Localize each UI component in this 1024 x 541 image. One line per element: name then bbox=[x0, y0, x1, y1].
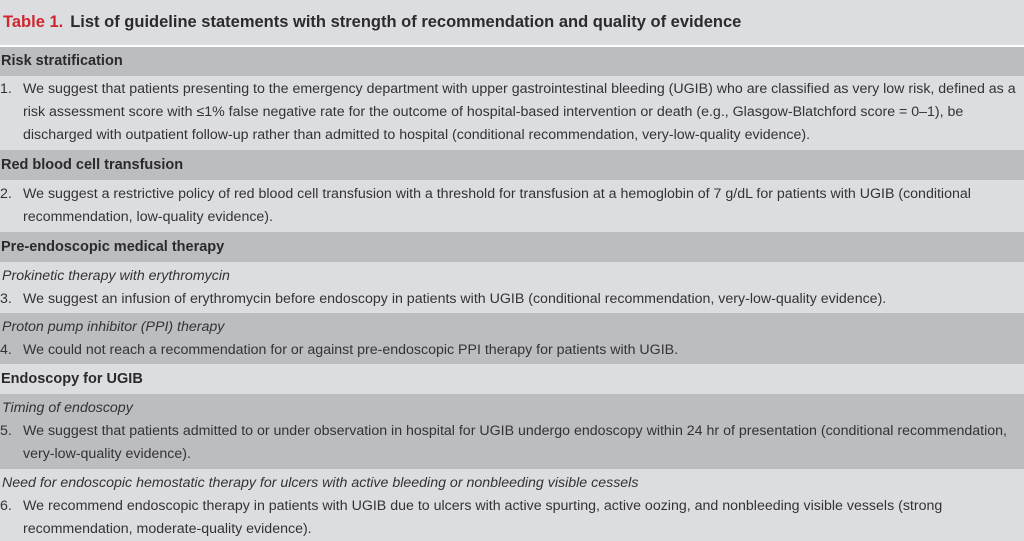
statement-line: We recommend endoscopic therapy in patie… bbox=[23, 498, 943, 514]
guideline-table: Risk stratification 1. We suggest that p… bbox=[0, 47, 1024, 541]
subsection-title: Need for endoscopic hemostatic therapy f… bbox=[2, 475, 639, 491]
item-number: 3. bbox=[0, 291, 12, 307]
item-number: 4. bbox=[0, 342, 12, 358]
item-number: 2. bbox=[0, 186, 12, 202]
section-pre-endoscopic-medical-therapy: Pre-endoscopic medical therapy bbox=[0, 232, 1024, 262]
section-risk-stratification: Risk stratification bbox=[0, 47, 1024, 76]
statement-line: We could not reach a recommendation for … bbox=[23, 342, 679, 358]
statement-line: discharged with outpatient follow-up rat… bbox=[23, 127, 811, 143]
section-red-blood-cell-transfusion: Red blood cell transfusion bbox=[0, 150, 1024, 180]
statement-line: risk assessment score with ≤1% false neg… bbox=[23, 104, 964, 120]
table-row: Timing of endoscopy 5. We suggest that p… bbox=[0, 394, 1024, 469]
item-number: 6. bbox=[0, 498, 12, 514]
table-label: Table 1. bbox=[3, 13, 64, 31]
table-row: Need for endoscopic hemostatic therapy f… bbox=[0, 469, 1024, 541]
table-row: Proton pump inhibitor (PPI) therapy 4. W… bbox=[0, 313, 1024, 364]
table-row: Prokinetic therapy with erythromycin 3. … bbox=[0, 262, 1024, 313]
statement-line: We suggest a restrictive policy of red b… bbox=[23, 186, 971, 202]
subsection-title: Timing of endoscopy bbox=[2, 400, 133, 416]
statement-line: recommendation, low-quality evidence). bbox=[23, 209, 273, 225]
statement-line: recommendation, moderate-quality evidenc… bbox=[23, 521, 312, 537]
subsection-title: Proton pump inhibitor (PPI) therapy bbox=[2, 319, 225, 335]
section-endoscopy-for-ugib: Endoscopy for UGIB bbox=[0, 364, 1024, 394]
table-row: 2. We suggest a restrictive policy of re… bbox=[0, 180, 1024, 232]
table-row: 1. We suggest that patients presenting t… bbox=[0, 76, 1024, 150]
item-number: 1. bbox=[0, 81, 12, 97]
statement-line: We suggest that patients admitted to or … bbox=[23, 423, 1007, 439]
statement-line: We suggest an infusion of erythromycin b… bbox=[23, 291, 887, 307]
table-caption: List of guideline statements with streng… bbox=[70, 13, 742, 31]
statement-line: very-low-quality evidence). bbox=[23, 446, 191, 462]
item-number: 5. bbox=[0, 423, 12, 439]
subsection-title: Prokinetic therapy with erythromycin bbox=[2, 268, 230, 284]
table-title: Table 1. List of guideline statements wi… bbox=[0, 0, 1024, 47]
statement-line: We suggest that patients presenting to t… bbox=[23, 81, 1016, 97]
